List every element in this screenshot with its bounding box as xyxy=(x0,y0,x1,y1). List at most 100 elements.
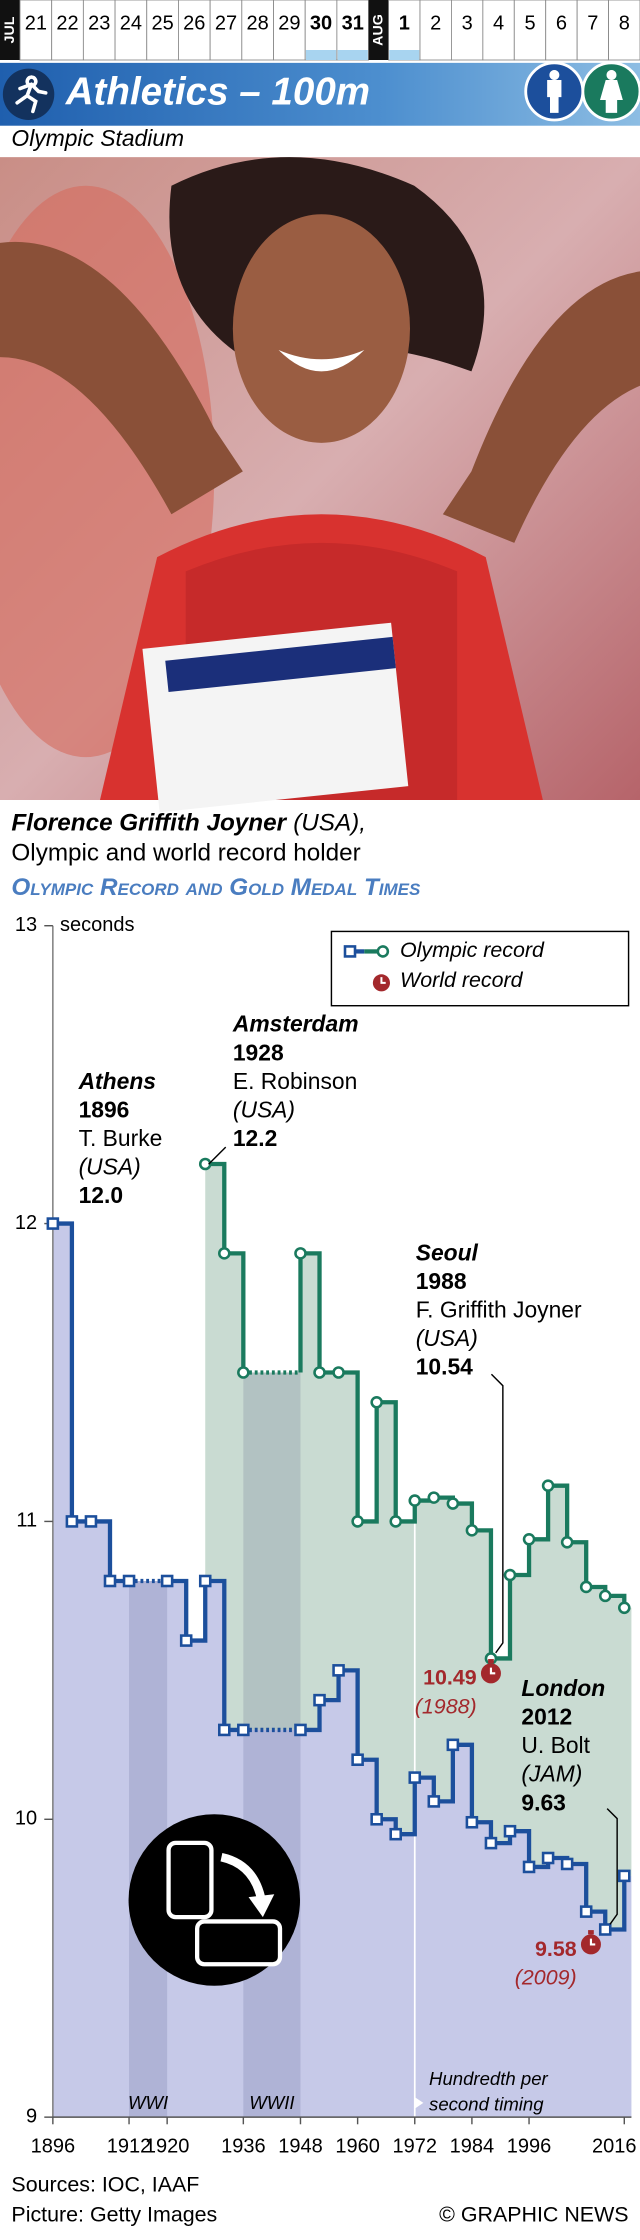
day-cell xyxy=(19,0,53,61)
day-label: 23 xyxy=(88,13,110,35)
day-cell xyxy=(513,0,547,61)
record-marker xyxy=(370,1395,383,1409)
record-marker xyxy=(65,1515,79,1528)
men-glyph xyxy=(547,70,562,113)
callout-time: 10.54 xyxy=(416,1354,473,1380)
callout-country: (USA) xyxy=(416,1325,478,1351)
record-marker xyxy=(351,1515,364,1528)
rotate-arrow xyxy=(220,1852,266,1901)
record-marker xyxy=(294,1247,307,1260)
callout-leader xyxy=(490,1373,504,1654)
record-marker xyxy=(237,1723,250,1737)
callout-time: 9.63 xyxy=(521,1789,565,1815)
record-marker xyxy=(198,1157,212,1171)
area-fill xyxy=(205,1164,632,1930)
page-title: Athletics – 100m xyxy=(65,70,370,113)
day-highlight xyxy=(389,50,420,60)
clock-hands xyxy=(380,977,386,984)
day-label: 25 xyxy=(151,13,173,35)
record-marker xyxy=(160,1574,174,1588)
clock-hands xyxy=(589,1938,596,1946)
y-tick-label: 12 xyxy=(15,1212,37,1234)
legend-swatch xyxy=(376,945,390,958)
record-marker xyxy=(84,1515,98,1528)
record-marker xyxy=(237,1366,250,1379)
photo-face xyxy=(232,214,410,443)
record-marker xyxy=(503,1824,517,1838)
caption-name: Florence Griffith Joyner xyxy=(11,810,287,837)
callout-city: Athens xyxy=(78,1068,156,1094)
war-label: WWI xyxy=(128,2092,168,2113)
date-strip: JUL 21 22 23 24 25 26 27 28 29 30 31 AUG 1 2 3 4 5 6 7 8 xyxy=(0,0,640,61)
x-tick-label: 1920 xyxy=(145,2135,189,2157)
x-tick-label: 1896 xyxy=(31,2135,76,2157)
timing-label: second timing xyxy=(429,2094,544,2115)
women-glyph xyxy=(600,70,623,113)
phone-landscape xyxy=(195,1919,283,1967)
callout-country: (JAM) xyxy=(521,1761,582,1787)
war-label: WWII xyxy=(249,2092,294,2113)
day-cell xyxy=(419,0,452,61)
callout-country: (USA) xyxy=(79,1154,141,1180)
caption-text: Olympic and world record holder xyxy=(11,840,360,867)
record-marker xyxy=(446,1738,460,1752)
record-marker xyxy=(465,1815,479,1829)
day-label: 8 xyxy=(619,13,630,35)
record-marker xyxy=(332,1664,345,1677)
day-label: 30 xyxy=(310,13,332,35)
day-label: 28 xyxy=(247,13,269,35)
photo-arm xyxy=(442,271,640,543)
day-label: 3 xyxy=(462,13,473,35)
photo-arm xyxy=(0,241,243,515)
day-cell xyxy=(51,0,84,61)
callout-year: 1988 xyxy=(416,1268,467,1294)
record-marker xyxy=(618,1869,631,1883)
record-marker xyxy=(522,1533,536,1546)
callout-athlete: F. Griffith Joyner xyxy=(416,1296,582,1322)
photo-smile xyxy=(278,350,365,372)
y-tick-label: 9 xyxy=(26,2105,37,2127)
callout-time: 12.0 xyxy=(79,1182,123,1208)
world-record-year: (1988) xyxy=(415,1694,477,1718)
record-marker xyxy=(370,1813,383,1826)
world-record-label: 9.58 xyxy=(535,1937,577,1961)
phone-portrait xyxy=(166,1840,214,1920)
day-label: 26 xyxy=(183,13,205,35)
photo xyxy=(0,157,640,813)
record-marker xyxy=(179,1634,193,1647)
x-tick-label: 1960 xyxy=(335,2135,380,2157)
chart-title: Olympic Record and Gold Medal Times xyxy=(11,874,421,901)
day-cell xyxy=(451,0,484,61)
record-marker xyxy=(46,1217,60,1230)
record-marker xyxy=(427,1491,441,1504)
day-cell xyxy=(241,0,274,61)
day-label: 6 xyxy=(556,13,567,35)
record-marker xyxy=(218,1723,231,1737)
y-tick-label: 10 xyxy=(15,1808,37,1830)
world-record-label: 10.49 xyxy=(423,1666,477,1690)
day-cell xyxy=(82,0,116,61)
day-highlight xyxy=(337,50,368,60)
callout-city: Seoul xyxy=(416,1239,479,1265)
record-marker xyxy=(465,1524,479,1537)
record-marker xyxy=(446,1497,460,1510)
month-label: JUL xyxy=(2,16,18,43)
x-tick-label: 1948 xyxy=(278,2135,322,2157)
sources: Sources: IOC, IAAF xyxy=(11,2172,199,2196)
callout-year: 1896 xyxy=(79,1096,130,1122)
x-tick-label: 1996 xyxy=(507,2135,552,2157)
legend-label: Olympic record xyxy=(400,938,545,962)
record-marker xyxy=(579,1580,593,1594)
legend-swatch xyxy=(343,945,357,958)
x-tick-label: 2016 xyxy=(592,2135,637,2157)
credit: © GRAPHIC NEWS xyxy=(439,2202,628,2226)
record-marker xyxy=(103,1574,117,1588)
day-label: 22 xyxy=(56,13,78,35)
month-tab xyxy=(368,0,389,60)
callout-athlete: U. Bolt xyxy=(521,1732,590,1758)
gap-line xyxy=(129,1578,301,1733)
callout-city: Amsterdam xyxy=(232,1011,359,1037)
clock-crown xyxy=(488,1659,494,1664)
x-tick-label: 1936 xyxy=(221,2135,265,2157)
